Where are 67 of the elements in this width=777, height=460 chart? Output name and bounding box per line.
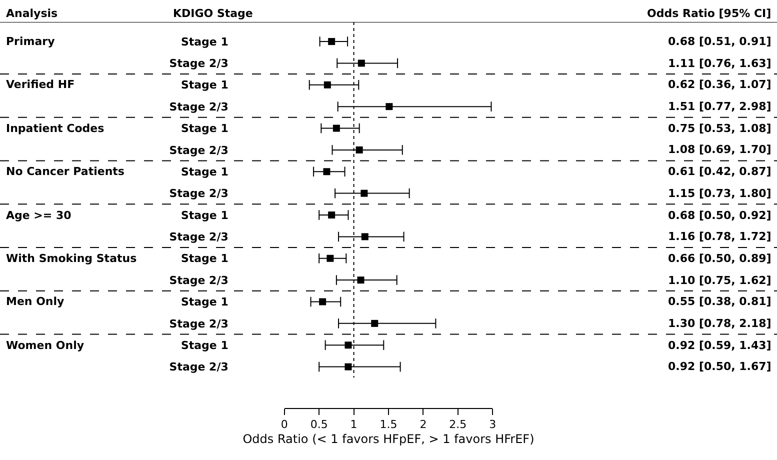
point [344,342,352,349]
y-tick-label: Stage 1 [180,35,228,48]
data-label: 0.92 [0.50, 1.67] [668,360,772,373]
y-tick-label: Stage 1 [180,252,228,266]
point [361,233,368,240]
text: Inpatient Codes [6,122,105,135]
data-label: 1.16 [0.78, 1.72] [668,230,772,243]
text: Women Only [6,339,84,352]
y-tick-label: Stage 2/3 [169,360,228,374]
text: KDIGO Stage [173,7,253,20]
y-tick-label: Stage 1 [180,208,228,222]
point [360,190,368,197]
data-label: 1.15 [0.73, 1.80] [668,187,772,200]
point [357,276,364,284]
point [328,38,336,46]
text: Age >= 30 [6,209,72,222]
y-tick-label: Stage 1 [180,122,228,136]
x-tick-label: 1 [350,418,358,432]
x-tick-label: 0 [280,418,288,432]
point [371,320,378,327]
data-label: 0.68 [0.50, 0.92] [668,209,772,222]
x-tick-label: 3 [489,418,496,432]
x-axis-title: Odds Ratio (< 1 favors HFpEF, > 1 favors HFrEF) [242,432,534,446]
data-label: 1.11 [0.76, 1.63] [668,57,772,70]
y-tick-label: Stage 2/3 [169,100,228,114]
text: Verified HF [6,78,75,91]
point [326,254,334,262]
point [319,298,326,306]
point [332,124,340,132]
point [323,168,330,176]
data-label: 0.92 [0.59, 1.43] [668,339,772,352]
text: Odds Ratio [95% CI] [647,7,772,20]
point [356,146,363,154]
x-tick-label: 2.5 [449,418,467,432]
text: Men Only [6,295,64,308]
text: With Smoking Status [6,252,138,265]
point [328,212,336,218]
data-label: 1.08 [0.69, 1.70] [668,143,772,156]
data-label: 1.10 [0.75, 1.62] [668,274,772,287]
point [386,103,393,110]
y-tick-label: Stage 2/3 [169,187,228,200]
x-tick-label: 2 [420,418,427,432]
data-label: 0.75 [0.53, 1.08] [668,122,772,135]
point [358,60,365,67]
text: No Cancer Patients [6,165,125,178]
data-label: 0.66 [0.50, 0.89] [668,252,772,265]
x-tick-label: 0.5 [310,418,328,432]
y-tick-label: Stage 1 [180,338,228,352]
y-tick-label: Stage 2/3 [169,317,228,330]
data-label: 0.61 [0.42, 0.87] [668,165,772,178]
data-label: 0.68 [0.51, 0.91] [668,35,772,48]
y-tick-label: Stage 2/3 [169,144,228,157]
text: Primary [6,35,55,48]
data-label: 0.55 [0.38, 0.81] [668,295,772,308]
text: Analysis [6,7,58,20]
data-label: 1.30 [0.78, 2.18] [668,317,772,330]
data-label: 1.51 [0.77, 2.98] [668,100,772,113]
y-tick-label: Stage 1 [180,165,228,178]
y-tick-label: Stage 1 [180,296,228,309]
x-tick-label: 1.5 [380,418,398,432]
y-tick-label: Stage 2/3 [169,230,228,244]
y-tick-label: Stage 2/3 [169,57,228,70]
y-tick-label: Stage 1 [180,78,228,92]
data-label: 0.62 [0.36, 1.07] [668,78,772,91]
y-tick-label: Stage 2/3 [169,274,228,287]
point [324,81,331,88]
point [344,363,352,370]
